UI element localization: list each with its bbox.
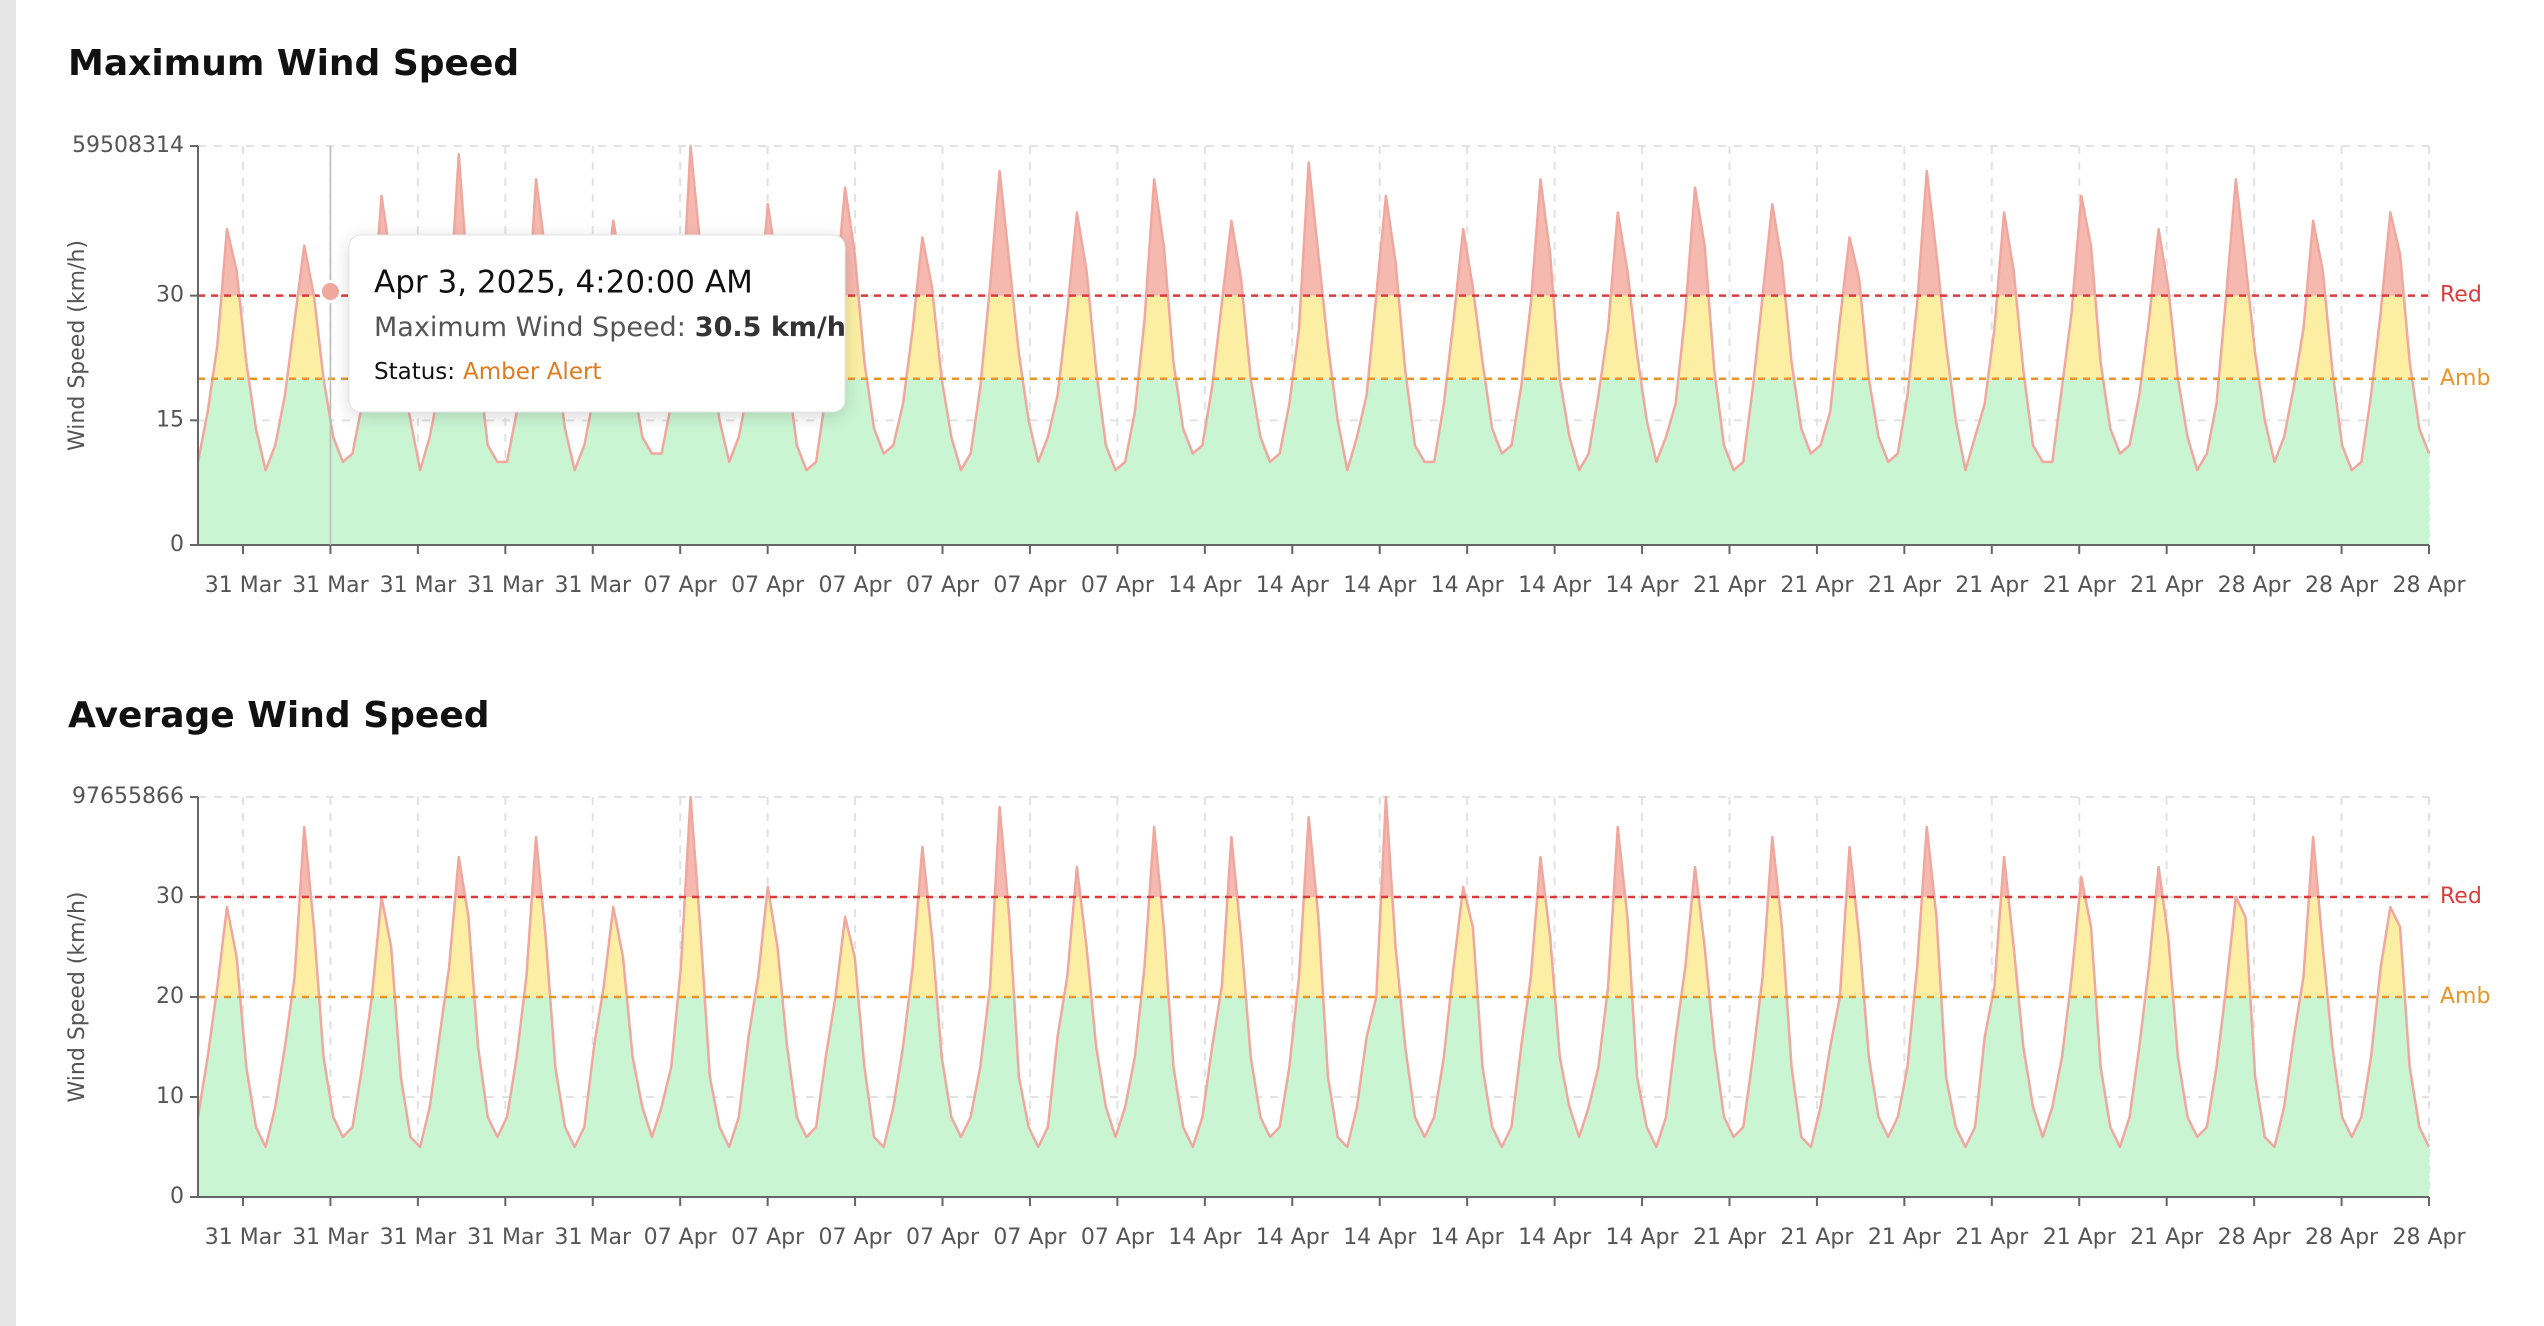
tooltip-status-label: Status: [374, 359, 455, 385]
x-tick-label: 31 Mar [205, 573, 282, 598]
x-tick-label: 07 Apr [1081, 1225, 1155, 1250]
y-tick-label: 0 [170, 532, 184, 557]
x-tick-label: 21 Apr [2130, 1225, 2204, 1250]
x-tick-label: 21 Apr [2043, 573, 2117, 598]
x-tick-label: 28 Apr [2305, 1225, 2379, 1250]
area-band [198, 378, 2429, 545]
threshold-label: Amb [2440, 366, 2490, 391]
x-tick-label: 07 Apr [993, 1225, 1067, 1250]
threshold-label: Red [2440, 884, 2482, 909]
x-tick-label: 07 Apr [1081, 573, 1155, 598]
tooltip-status: Amber Alert [463, 359, 601, 385]
x-tick-label: 31 Mar [380, 1225, 457, 1250]
x-tick-label: 21 Apr [1868, 1225, 1942, 1250]
tooltip-value: 30.5 km/h [695, 312, 846, 343]
tooltip-date: Apr 3, 2025, 4:20:00 AM [374, 265, 753, 301]
x-tick-label: 28 Apr [2392, 573, 2466, 598]
y-tick-label: 10 [156, 1084, 184, 1109]
x-tick-label: 14 Apr [1168, 1225, 1242, 1250]
x-tick-label: 07 Apr [644, 573, 718, 598]
x-tick-label: 14 Apr [1606, 1225, 1680, 1250]
x-tick-label: 14 Apr [1518, 1225, 1592, 1250]
x-tick-label: 21 Apr [1693, 1225, 1767, 1250]
x-tick-label: 07 Apr [906, 1225, 980, 1250]
x-tick-label: 21 Apr [1955, 573, 2029, 598]
area-band [198, 997, 2429, 1197]
x-tick-label: 14 Apr [1431, 573, 1505, 598]
x-tick-label: 14 Apr [1606, 573, 1680, 598]
sidebar-edge [0, 0, 16, 1326]
x-tick-label: 21 Apr [1780, 573, 1854, 598]
x-tick-label: 14 Apr [1343, 573, 1417, 598]
x-tick-label: 07 Apr [993, 573, 1067, 598]
x-tick-label: 14 Apr [1256, 573, 1330, 598]
x-tick-label: 14 Apr [1168, 573, 1242, 598]
tooltip-value-line: Maximum Wind Speed: 30.5 km/h [374, 312, 846, 343]
x-tick-label: 28 Apr [2218, 573, 2292, 598]
threshold-label: Red [2440, 283, 2482, 308]
x-tick-label: 28 Apr [2392, 1225, 2466, 1250]
x-tick-label: 31 Mar [292, 573, 369, 598]
y-tick-label: 0 [170, 1184, 184, 1209]
x-tick-label: 14 Apr [1431, 1225, 1505, 1250]
x-tick-label: 21 Apr [1780, 1225, 1854, 1250]
x-tick-label: 21 Apr [2043, 1225, 2117, 1250]
x-tick-label: 21 Apr [2130, 573, 2204, 598]
tooltip: Apr 3, 2025, 4:20:00 AM Maximum Wind Spee… [348, 234, 846, 413]
wind-line [196, 144, 2431, 472]
x-tick-label: 07 Apr [906, 573, 980, 598]
x-tick-label: 31 Mar [205, 1225, 282, 1250]
y-axis-label: Wind Speed (km/h) [65, 240, 90, 451]
y-tick-label: 30 [156, 884, 184, 909]
chart-title: Maximum Wind Speed [68, 43, 519, 84]
x-tick-label: 31 Mar [555, 573, 632, 598]
x-tick-label: 21 Apr [1955, 1225, 2029, 1250]
wind-line [196, 795, 2431, 1149]
x-tick-label: 31 Mar [380, 573, 457, 598]
tooltip-series-label: Maximum Wind Speed: [374, 312, 686, 343]
x-tick-label: 31 Mar [467, 573, 544, 598]
area-band [215, 897, 2405, 997]
x-tick-label: 31 Mar [467, 1225, 544, 1250]
tooltip-status-line: Status: Amber Alert [374, 359, 601, 385]
y-tick-label: 30 [156, 283, 184, 308]
x-tick-label: 14 Apr [1518, 573, 1592, 598]
threshold-label: Amb [2440, 984, 2490, 1009]
y-tick-label: 20 [156, 984, 184, 1009]
x-tick-label: 14 Apr [1256, 1225, 1330, 1250]
tooltip-box [348, 234, 846, 413]
y-tick-label: 97655866 [72, 784, 184, 809]
y-tick-label: 59508314 [72, 133, 184, 158]
x-tick-label: 07 Apr [644, 1225, 718, 1250]
x-tick-label: 21 Apr [1868, 573, 1942, 598]
x-tick-label: 31 Mar [292, 1225, 369, 1250]
x-tick-label: 21 Apr [1693, 573, 1767, 598]
x-tick-label: 07 Apr [819, 1225, 893, 1250]
x-tick-label: 14 Apr [1343, 1225, 1417, 1250]
x-tick-label: 07 Apr [731, 573, 805, 598]
x-tick-label: 28 Apr [2218, 1225, 2292, 1250]
x-tick-label: 07 Apr [731, 1225, 805, 1250]
y-axis-label: Wind Speed (km/h) [65, 892, 90, 1103]
y-tick-label: 15 [156, 407, 184, 432]
x-tick-label: 28 Apr [2305, 573, 2379, 598]
chart-title: Average Wind Speed [68, 695, 490, 736]
area-band [299, 797, 2319, 897]
x-tick-label: 07 Apr [819, 573, 893, 598]
hover-dot [318, 279, 342, 303]
x-tick-label: 31 Mar [555, 1225, 632, 1250]
